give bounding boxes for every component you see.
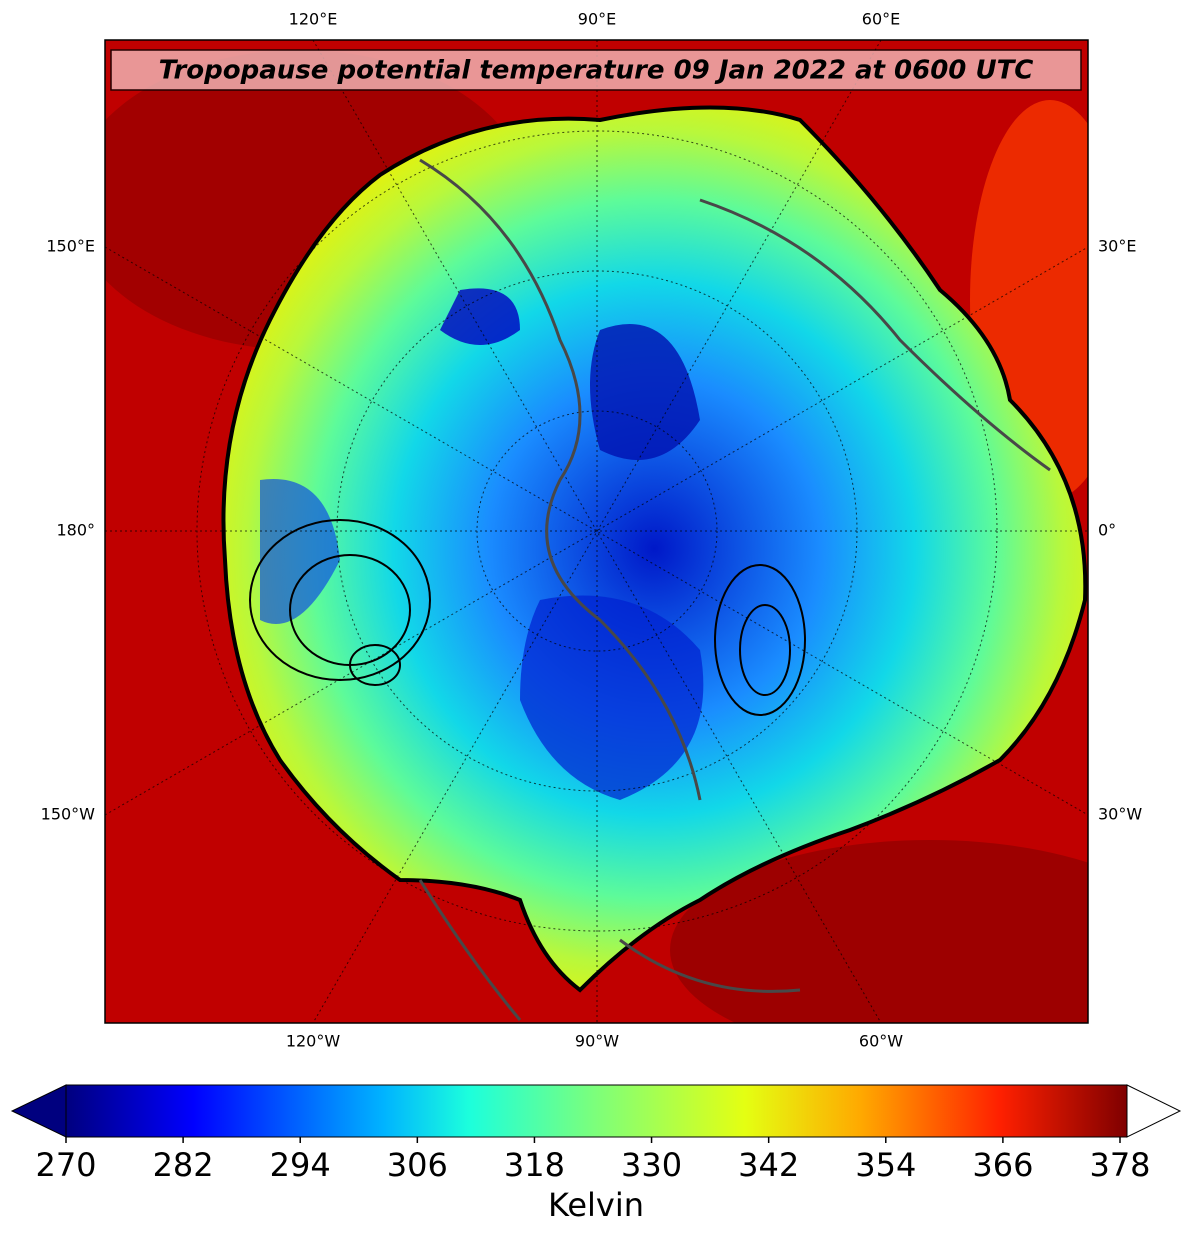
map: [105, 40, 1088, 1023]
polar-vortex: [221, 105, 1088, 993]
longitude-label: 150°W: [41, 805, 96, 824]
meridian: [312, 40, 882, 1023]
meridian: [105, 246, 1088, 816]
colorbar-label: Kelvin: [548, 1186, 644, 1224]
colorbar-tick-label: 294: [270, 1146, 331, 1184]
warm-region: [670, 840, 1088, 1023]
longitude-label: 150°E: [46, 237, 95, 256]
contour: [714, 564, 806, 716]
longitude-label: 120°E: [289, 10, 338, 29]
coastline: [419, 158, 702, 801]
longitude-label: 30°E: [1098, 237, 1136, 256]
graticule: [105, 40, 1088, 1023]
colorbar-tick-label: 282: [153, 1146, 214, 1184]
cold-core: [440, 288, 520, 345]
colorbar-tick-label: 342: [738, 1146, 799, 1184]
longitude-label: 60°W: [859, 1032, 903, 1051]
colorbar-bar: [65, 1084, 1128, 1138]
longitude-label: 90°E: [578, 10, 616, 29]
title: Tropopause potential temperature 09 Jan …: [159, 56, 1034, 86]
longitude-label: 90°W: [575, 1032, 619, 1051]
pressure-contours: [249, 519, 806, 716]
cold-core: [590, 324, 700, 460]
colorbar-tick-label: 318: [504, 1146, 565, 1184]
title-box: [110, 49, 1082, 91]
colorbar-tick-label: 378: [1089, 1146, 1150, 1184]
colorbar-extend-low: [10, 1084, 67, 1138]
meridian: [312, 40, 882, 1023]
longitude-label: 60°E: [862, 10, 900, 29]
map-frame: [104, 39, 1089, 1024]
longitude-label: 120°W: [286, 1032, 341, 1051]
cold-core: [260, 479, 340, 624]
coastlines: [418, 158, 1051, 1021]
longitude-label: 180°: [56, 521, 95, 540]
colorbar-tick-label: 306: [387, 1146, 448, 1184]
meridian: [105, 246, 1088, 816]
contour: [739, 604, 791, 696]
colorbar-extend-high: [1126, 1084, 1182, 1138]
longitude-label: 0°: [1098, 521, 1116, 540]
longitude-label: 30°W: [1098, 805, 1142, 824]
colorbar: [10, 1084, 1182, 1138]
colorbar-tick-label: 330: [621, 1146, 682, 1184]
colorbar-tick-label: 270: [35, 1146, 96, 1184]
colorbar-tick-label: 366: [972, 1146, 1033, 1184]
contour: [349, 644, 401, 686]
contour: [249, 519, 431, 681]
colorbar-tick-label: 354: [855, 1146, 916, 1184]
coastline: [699, 198, 1051, 472]
coastline: [418, 879, 801, 1021]
